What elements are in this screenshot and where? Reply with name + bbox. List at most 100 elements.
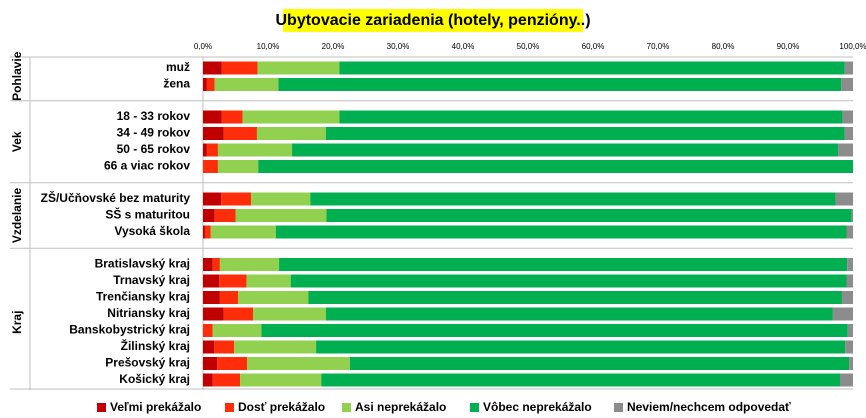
bar-segment <box>235 209 327 222</box>
x-tick-label: 70,0% <box>647 42 670 51</box>
bar-segment <box>203 357 218 370</box>
bar-segment <box>212 373 241 387</box>
bar-segment <box>849 357 853 370</box>
bar-segment <box>206 78 215 91</box>
bar-segment <box>844 127 853 140</box>
bar-segment <box>851 209 853 222</box>
bar-segment <box>247 357 350 370</box>
bar-segment <box>835 192 853 206</box>
category-label: Bratislavský kraj <box>95 257 190 271</box>
bar-segment <box>214 340 235 354</box>
x-tick-label: 10,0% <box>257 42 280 51</box>
x-tick-label: 100,0% <box>839 42 866 51</box>
group-label: Pohlavie <box>10 51 24 101</box>
legend-swatch <box>97 403 106 412</box>
bar-segment <box>838 143 853 157</box>
bar-segment <box>203 340 215 354</box>
category-label: Prešovský kraj <box>105 356 190 370</box>
bar-segment <box>339 61 845 75</box>
category-label: muž <box>166 60 190 74</box>
bar-segment <box>217 357 248 370</box>
bar-segment <box>219 274 247 288</box>
bar-segment <box>844 61 853 75</box>
bar-segment <box>251 192 311 206</box>
category-label: Trenčiansky kraj <box>96 290 190 304</box>
bar-segment <box>206 143 218 157</box>
bar-segment <box>203 291 220 304</box>
x-tick-label: 60,0% <box>582 42 605 51</box>
bar-segment <box>339 110 843 124</box>
title-highlight <box>283 9 583 32</box>
x-tick-label: 0,0% <box>194 42 212 51</box>
bar-segment <box>290 274 847 288</box>
category-label: 66 a viac rokov <box>104 159 190 173</box>
group-label: Kraj <box>10 311 24 334</box>
bar-segment <box>238 291 309 304</box>
bar-segment <box>292 143 839 157</box>
bar-segment <box>223 127 257 140</box>
bar-segment <box>242 110 340 124</box>
bar-segment <box>240 373 322 387</box>
bar-segment <box>278 78 842 91</box>
category-label: Košický kraj <box>119 372 190 386</box>
bar-segment <box>326 209 852 222</box>
legend-swatch <box>470 403 479 412</box>
category-label: SŠ s maturitou <box>105 207 190 222</box>
bar-segment <box>234 340 317 354</box>
category-label: 34 - 49 rokov <box>117 126 191 140</box>
chart-title: Ubytovacie zariadenia (hotely, penzióny.… <box>275 12 590 29</box>
x-tick-label: 80,0% <box>712 42 735 51</box>
bar-segment <box>203 373 213 387</box>
bar-segment <box>310 192 836 206</box>
bar-segment <box>203 78 207 91</box>
category-label: Banskobystrický kraj <box>69 323 190 337</box>
bar-segment <box>221 192 252 206</box>
bar-segment <box>258 160 853 173</box>
bar-segment <box>279 258 848 271</box>
legend-swatch <box>614 403 623 412</box>
bar-segment <box>841 291 853 304</box>
category-label: ZŠ/Učňovské bez maturity <box>41 190 191 205</box>
legend-label: Dosť prekážalo <box>238 400 325 414</box>
legend-label: Asi neprekážalo <box>355 400 446 414</box>
bar-segment <box>325 127 845 140</box>
bar-segment <box>203 143 207 157</box>
bar-segment <box>203 274 220 288</box>
bar-segment <box>203 307 224 321</box>
legend-swatch <box>225 403 234 412</box>
x-tick-label: 50,0% <box>517 42 540 51</box>
bar-segment <box>847 324 853 337</box>
bar-segment <box>203 160 218 173</box>
category-label: Žilinský kraj <box>121 338 190 353</box>
bar-segment <box>845 340 853 354</box>
category-label: 18 - 33 rokov <box>117 109 191 123</box>
bar-segment <box>321 373 840 387</box>
bar-segment <box>846 274 853 288</box>
bar-segment <box>257 61 340 75</box>
bar-segment <box>203 324 213 337</box>
bar-segment <box>832 307 853 321</box>
bar-segment <box>203 61 222 75</box>
bar-segment <box>847 258 853 271</box>
category-label: 50 - 65 rokov <box>117 142 191 156</box>
category-label: Trnavský kraj <box>113 273 190 287</box>
bar-segment <box>841 78 853 91</box>
x-tick-label: 90,0% <box>777 42 800 51</box>
bar-segment <box>221 61 258 75</box>
bar-segment <box>316 340 846 354</box>
bar-segment <box>349 357 850 370</box>
bar-segment <box>261 324 848 337</box>
bar-segment <box>203 127 224 140</box>
bar-segment <box>325 307 833 321</box>
x-tick-label: 20,0% <box>322 42 345 51</box>
bar-segment <box>203 209 215 222</box>
legend-label: Veľmi prekážalo <box>110 400 201 414</box>
bar-segment <box>212 258 220 271</box>
bar-segment <box>846 225 853 239</box>
bar-segment <box>203 258 213 271</box>
bar-segment <box>308 291 842 304</box>
bar-segment <box>212 324 262 337</box>
category-label: Vysoká škola <box>114 224 190 238</box>
bar-segment <box>203 225 205 239</box>
